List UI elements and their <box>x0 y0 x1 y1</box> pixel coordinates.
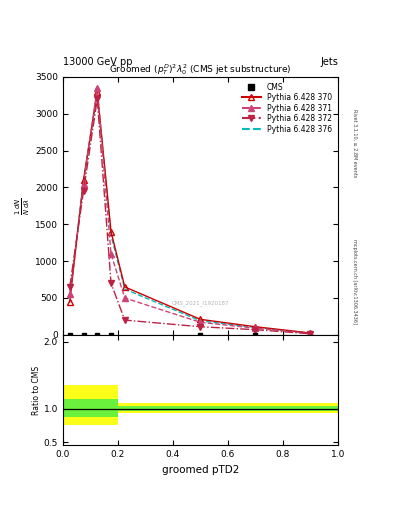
Pythia 6.428 371 <box>81 181 86 187</box>
Pythia 6.428 371 <box>108 251 114 257</box>
Pythia 6.428 370 <box>198 316 203 323</box>
Line: Pythia 6.428 376: Pythia 6.428 376 <box>70 93 310 333</box>
Y-axis label: $\frac{1}{N}\frac{dN}{d\lambda}$: $\frac{1}{N}\frac{dN}{d\lambda}$ <box>14 197 32 215</box>
Pythia 6.428 372 <box>81 188 86 194</box>
Text: mcplots.cern.ch [arXiv:1306.3436]: mcplots.cern.ch [arXiv:1306.3436] <box>352 239 357 324</box>
Pythia 6.428 372 <box>68 284 72 290</box>
Pythia 6.428 372 <box>308 331 313 337</box>
Pythia 6.428 370 <box>108 228 114 234</box>
Pythia 6.428 371 <box>95 85 100 91</box>
Pythia 6.428 376 <box>68 295 72 301</box>
Pythia 6.428 370 <box>123 284 127 290</box>
Pythia 6.428 376 <box>95 90 100 96</box>
Pythia 6.428 371 <box>68 291 72 297</box>
Line: Pythia 6.428 370: Pythia 6.428 370 <box>67 89 313 336</box>
Pythia 6.428 376 <box>123 286 127 292</box>
Text: Jets: Jets <box>320 56 338 67</box>
Legend: CMS, Pythia 6.428 370, Pythia 6.428 371, Pythia 6.428 372, Pythia 6.428 376: CMS, Pythia 6.428 370, Pythia 6.428 371,… <box>239 80 334 136</box>
Pythia 6.428 371 <box>308 330 313 336</box>
Pythia 6.428 370 <box>95 89 100 95</box>
Pythia 6.428 371 <box>123 295 127 301</box>
Pythia 6.428 376 <box>253 325 258 331</box>
Pythia 6.428 372 <box>198 324 203 330</box>
Pythia 6.428 370 <box>81 177 86 183</box>
Pythia 6.428 371 <box>253 325 258 331</box>
Pythia 6.428 376 <box>81 177 86 183</box>
Pythia 6.428 372 <box>123 317 127 323</box>
Text: CMS_2021_I1920187: CMS_2021_I1920187 <box>172 300 229 306</box>
Pythia 6.428 370 <box>308 330 313 336</box>
Pythia 6.428 376 <box>198 318 203 324</box>
Pythia 6.428 371 <box>198 319 203 326</box>
Pythia 6.428 372 <box>108 280 114 286</box>
Line: Pythia 6.428 371: Pythia 6.428 371 <box>67 85 313 336</box>
Pythia 6.428 372 <box>253 327 258 333</box>
Pythia 6.428 370 <box>253 324 258 330</box>
Y-axis label: Ratio to CMS: Ratio to CMS <box>32 366 41 415</box>
Line: Pythia 6.428 372: Pythia 6.428 372 <box>67 96 313 336</box>
Text: 13000 GeV pp: 13000 GeV pp <box>63 56 132 67</box>
Pythia 6.428 372 <box>95 96 100 102</box>
Pythia 6.428 376 <box>308 330 313 336</box>
Pythia 6.428 370 <box>68 298 72 305</box>
Text: Rivet 3.1.10, ≥ 2.8M events: Rivet 3.1.10, ≥ 2.8M events <box>352 109 357 178</box>
Title: Groomed $(p_T^D)^2\lambda_0^2$ (CMS jet substructure): Groomed $(p_T^D)^2\lambda_0^2$ (CMS jet … <box>109 62 292 77</box>
X-axis label: groomed pTD2: groomed pTD2 <box>162 465 239 475</box>
Pythia 6.428 376 <box>108 232 114 239</box>
